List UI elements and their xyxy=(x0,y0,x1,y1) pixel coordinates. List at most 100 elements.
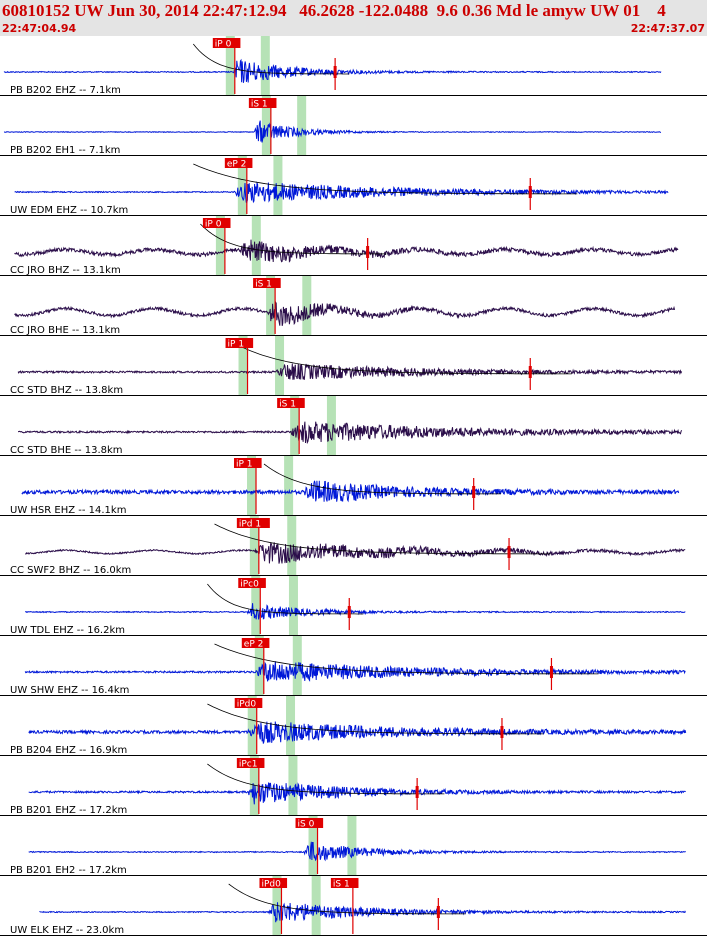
p-window-segment xyxy=(249,756,259,816)
trace-row: iP 0 PB B202 EHZ -- 7.1km xyxy=(0,38,707,96)
event-title: 60810152 UW Jun 30, 2014 22:47:12.94 46.… xyxy=(2,1,666,20)
p-window-segment xyxy=(290,396,300,456)
trace-row: iP 1 UW HSR EHZ -- 14.1km xyxy=(0,458,707,516)
coda-end-tick xyxy=(366,246,370,258)
trace-row: iPd0 iS 1 UW ELK EHZ -- 23.0km xyxy=(0,878,707,936)
coda-curve xyxy=(214,643,599,675)
p-window-segment xyxy=(238,336,248,396)
pick-flag xyxy=(248,98,277,108)
waveform xyxy=(24,603,686,620)
pick-label: iS 1 xyxy=(333,880,350,890)
pick-flag xyxy=(225,338,254,348)
s-window-band xyxy=(251,36,357,936)
station-label: UW SHW EHZ -- 16.4km xyxy=(10,685,129,696)
station-label: CC STD BHZ -- 13.8km xyxy=(10,385,123,396)
s-window-segment xyxy=(326,396,336,456)
trace-row: iP 0 CC JRO BHZ -- 13.1km xyxy=(0,218,707,276)
pick-flag xyxy=(234,698,263,708)
waveform xyxy=(14,300,676,327)
waveform xyxy=(14,181,669,204)
p-window-segment xyxy=(247,456,257,516)
s-window-segment xyxy=(302,276,312,336)
s-window-segment xyxy=(347,816,357,876)
window-end-time: 22:47:37.07 xyxy=(630,22,705,35)
s-window-segment xyxy=(260,36,270,96)
trace-row: iS 1 CC JRO BHE -- 13.1km xyxy=(0,278,707,336)
coda-end-tick xyxy=(415,786,419,798)
waveform xyxy=(3,120,662,143)
waveform xyxy=(14,239,679,263)
pick-flag xyxy=(330,878,359,888)
trace-row: iPd 1 CC SWF2 BHZ -- 16.0km xyxy=(0,518,707,576)
pick-flag xyxy=(295,818,324,828)
pick-flag xyxy=(236,758,265,768)
coda-end-tick xyxy=(528,186,532,198)
station-label: CC JRO BHZ -- 13.1km xyxy=(10,265,121,276)
coda-curve xyxy=(214,523,551,555)
station-label: UW HSR EHZ -- 14.1km xyxy=(10,505,126,516)
p-window-segment xyxy=(237,156,247,216)
s-window-segment xyxy=(297,96,307,156)
coda-curve xyxy=(200,223,387,255)
pick-flag xyxy=(253,278,281,288)
pick-label: iP 0 xyxy=(205,220,222,230)
p-window-segment xyxy=(215,216,225,276)
pick-label: iPc1 xyxy=(239,760,258,770)
pick-flag xyxy=(212,38,241,48)
event-header: 60810152 UW Jun 30, 2014 22:47:12.94 46.… xyxy=(0,0,707,36)
s-window-segment xyxy=(275,336,285,396)
pick-flag xyxy=(238,578,266,588)
coda-curve xyxy=(207,763,445,795)
s-window-segment xyxy=(284,456,294,516)
coda-curve xyxy=(207,703,544,735)
station-label: CC JRO BHE -- 13.1km xyxy=(10,325,120,336)
coda-curve xyxy=(263,463,501,495)
waveform xyxy=(28,841,686,862)
waveform xyxy=(17,363,683,380)
coda-curve xyxy=(193,163,578,195)
coda-curve xyxy=(235,343,572,375)
trace-row: eP 2 UW SHW EHZ -- 16.4km xyxy=(0,638,707,696)
pick-flag xyxy=(236,518,270,528)
waveform xyxy=(17,421,683,445)
pick-label: iS 1 xyxy=(251,100,268,110)
s-window-segment xyxy=(288,576,298,636)
station-label: PB B204 EHZ -- 16.9km xyxy=(10,745,127,756)
station-label: PB B201 EHZ -- 17.2km xyxy=(10,805,127,816)
trace-row: iS 0 PB B201 EH2 -- 17.2km xyxy=(0,818,707,876)
coda-curve xyxy=(228,883,466,915)
pick-label: iPd0 xyxy=(237,700,257,710)
pick-label: iS 0 xyxy=(298,820,315,830)
station-label: UW EDM EHZ -- 10.7km xyxy=(10,205,128,216)
coda-end-tick xyxy=(500,726,504,738)
waveform xyxy=(21,480,680,503)
trace-row: iP 1 CC STD BHZ -- 13.8km xyxy=(0,338,707,396)
trace-row: iPc1 PB B201 EHZ -- 17.2km xyxy=(0,758,707,816)
coda-end-tick xyxy=(333,66,337,78)
pick-label: iP 1 xyxy=(236,460,253,470)
station-label: PB B201 EH2 -- 17.2km xyxy=(10,865,127,876)
p-window-segment xyxy=(254,636,264,696)
trace-row: iPd0 PB B204 EHZ -- 16.9km xyxy=(0,698,707,756)
pick-flag xyxy=(241,638,270,648)
coda-end-tick xyxy=(528,366,532,378)
p-window-segment xyxy=(261,96,271,156)
pick-label: iS 1 xyxy=(255,280,272,290)
station-label: PB B202 EHZ -- 7.1km xyxy=(10,85,121,96)
coda-end-tick xyxy=(347,606,351,618)
waveform xyxy=(39,902,687,923)
waveform xyxy=(3,58,662,83)
pick-flag xyxy=(224,158,253,168)
trace-panel[interactable]: iP 0 PB B202 EHZ -- 7.1km iS 1 PB B202 EH1 … xyxy=(0,36,707,938)
trace-row: iS 1 PB B202 EH1 -- 7.1km xyxy=(0,98,707,156)
pick-flag xyxy=(202,218,231,228)
trace-row: iS 1 CC STD BHE -- 13.8km xyxy=(0,398,707,456)
pick-label: iP 1 xyxy=(228,340,245,350)
trace-row: iPc0 UW TDL EHZ -- 16.2km xyxy=(0,578,707,636)
p-window-band xyxy=(215,36,318,936)
station-label: UW TDL EHZ -- 16.2km xyxy=(10,625,125,636)
pick-label: eP 2 xyxy=(244,640,264,650)
pick-flag xyxy=(234,458,262,468)
trace-row: eP 2 UW EDM EHZ -- 10.7km xyxy=(0,158,707,216)
